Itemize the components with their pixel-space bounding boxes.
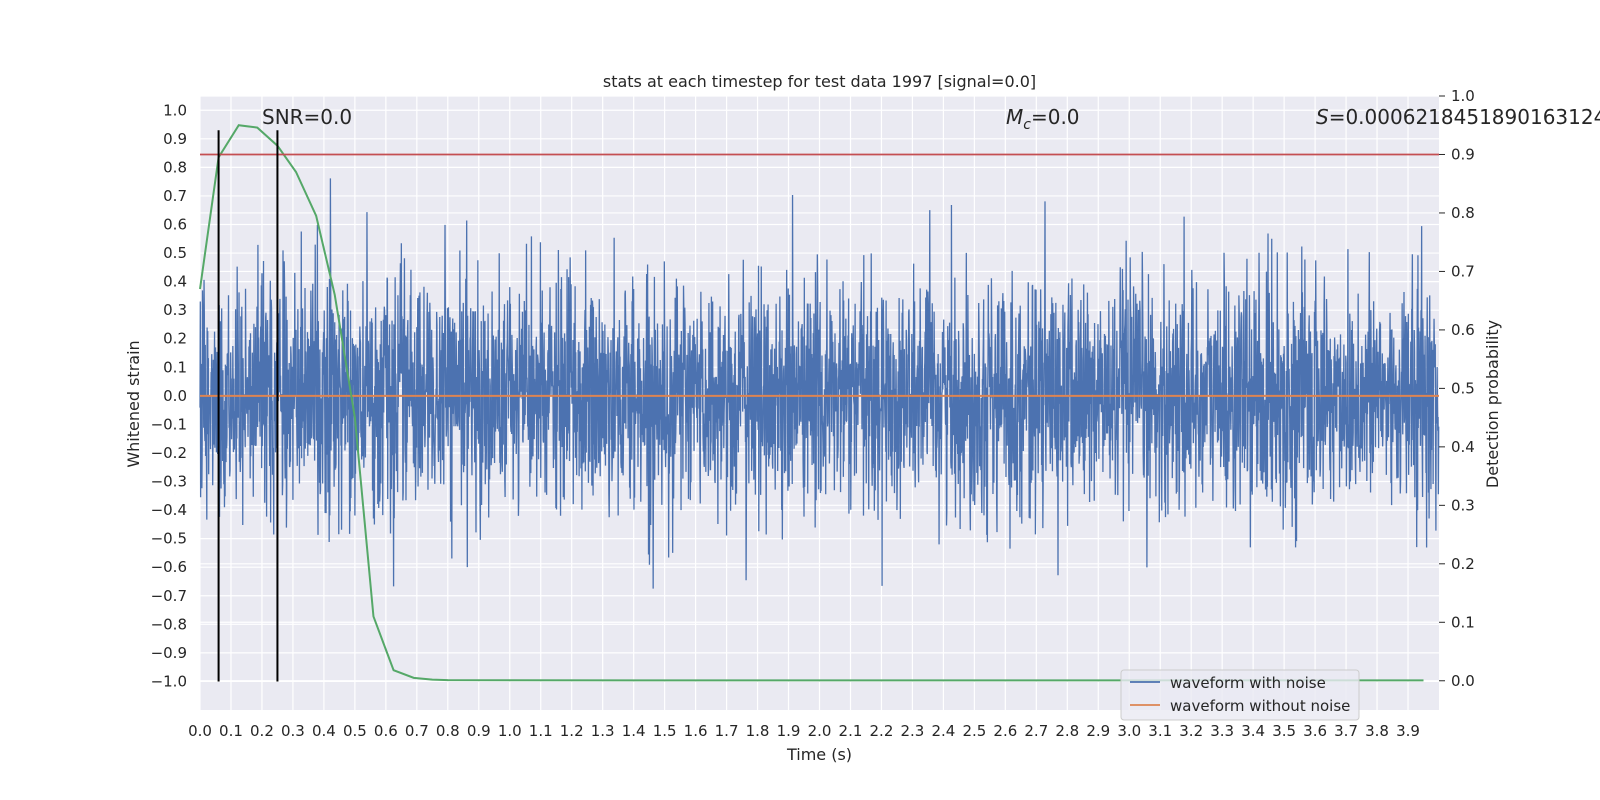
x-tick-label: 1.9 [777,722,801,740]
y-right-axis-label: Detection probability [1483,320,1502,488]
x-tick-label: 0.6 [374,722,398,740]
x-tick-label: 3.0 [1117,722,1141,740]
x-tick-label: 2.5 [962,722,986,740]
noisy-waveform-line [199,178,1440,589]
y-right-tick-label: 0.9 [1451,145,1475,163]
x-tick-label: 3.5 [1272,722,1296,740]
x-tick-label: 0.0 [188,722,212,740]
x-tick-label: 1.8 [746,722,770,740]
mc-subscript: c [1023,117,1031,133]
vertical-markers [217,130,279,682]
y-right-tick-label: 0.7 [1451,262,1475,280]
x-tick-label: 1.2 [560,722,584,740]
s-value: =0.0006218451890163124 [1329,105,1600,129]
y-left-tick-label: −1.0 [151,672,187,690]
x-tick-label: 3.6 [1303,722,1327,740]
x-tick-label: 2.9 [1086,722,1110,740]
legend-label-clean: waveform without noise [1170,697,1350,715]
x-tick-label: 1.5 [653,722,677,740]
y-left-tick-label: 0.3 [163,301,187,319]
y-left-tick-label: 0.0 [163,387,187,405]
y-right-tick-label: 0.8 [1451,204,1475,222]
y-left-tick-label: −0.4 [151,501,187,519]
x-tick-label: 2.8 [1055,722,1079,740]
x-tick-label: 0.2 [250,722,274,740]
y-right-axis-ticks: 0.0 0.1 0.2 0.3 0.4 0.5 0.6 0.7 0.8 0.9 1.0 [1439,87,1475,690]
y-left-tick-label: 1.0 [163,101,187,119]
chart-title: stats at each timestep for test data 199… [603,72,1036,91]
x-axis-label: Time (s) [786,745,852,764]
x-tick-label: 1.6 [684,722,708,740]
x-tick-label: 0.4 [312,722,336,740]
series-detection-probability [199,124,1424,682]
x-tick-label: 1.4 [622,722,646,740]
snr-annotation: SNR=0.0 [262,105,352,129]
y-left-tick-label: 0.5 [163,244,187,262]
x-tick-label: 0.1 [219,722,243,740]
y-left-tick-label: 0.2 [163,330,187,348]
x-tick-label: 1.7 [715,722,739,740]
y-left-tick-label: 0.9 [163,130,187,148]
y-left-tick-label: −0.3 [151,473,187,491]
x-tick-label: 3.8 [1365,722,1389,740]
y-left-tick-label: −0.8 [151,615,187,633]
x-axis-ticks: 0.0 0.1 0.2 0.3 0.4 0.5 0.6 0.7 0.8 0.9 1.0 1.1 1.2 1… [188,722,1420,740]
mc-value: =0.0 [1031,105,1080,129]
x-tick-label: 3.2 [1179,722,1203,740]
y-right-tick-label: 0.5 [1451,379,1475,397]
y-right-tick-label: 0.4 [1451,438,1475,456]
x-tick-label: 2.1 [839,722,863,740]
x-tick-label: 3.9 [1396,722,1420,740]
x-tick-label: 0.8 [436,722,460,740]
mc-symbol: M [1006,105,1023,129]
y-right-tick-label: 0.3 [1451,496,1475,514]
y-left-tick-label: −0.7 [151,587,187,605]
y-left-axis-label: Whitened strain [124,340,143,467]
x-tick-label: 2.2 [870,722,894,740]
y-left-tick-label: −0.6 [151,558,187,576]
s-symbol: S [1316,105,1329,129]
probability-line [199,124,1424,682]
x-tick-label: 0.9 [467,722,491,740]
x-tick-label: 2.4 [931,722,955,740]
x-tick-label: 2.0 [808,722,832,740]
x-tick-label: 2.7 [1024,722,1048,740]
y-right-tick-label: 1.0 [1451,87,1475,105]
legend-box [1120,669,1360,721]
y-left-tick-label: −0.9 [151,644,187,662]
y-left-tick-label: −0.5 [151,530,187,548]
y-left-tick-label: −0.2 [151,444,187,462]
legend: waveform with noise waveform without noi… [1120,669,1360,721]
legend-label-noisy: waveform with noise [1170,674,1326,692]
y-left-tick-label: 0.6 [163,216,187,234]
x-tick-label: 3.3 [1210,722,1234,740]
y-left-tick-label: 0.1 [163,358,187,376]
x-tick-label: 1.1 [529,722,553,740]
y-left-axis-ticks: 1.0 0.9 0.8 0.7 0.6 0.5 0.4 0.3 0.2 0.1 0.0 −0.1 −0.… [151,101,187,690]
x-tick-label: 0.3 [281,722,305,740]
mc-annotation: Mc=0.0 [1006,105,1080,133]
x-tick-label: 2.6 [993,722,1017,740]
x-tick-label: 3.7 [1334,722,1358,740]
y-right-tick-label: 0.2 [1451,555,1475,573]
x-tick-label: 3.1 [1148,722,1172,740]
y-left-tick-label: 0.7 [163,187,187,205]
y-left-tick-label: 0.4 [163,273,187,291]
y-right-tick-label: 0.0 [1451,672,1475,690]
y-left-tick-label: 0.8 [163,158,187,176]
y-right-tick-label: 0.6 [1451,321,1475,339]
x-tick-label: 1.0 [498,722,522,740]
x-tick-label: 2.3 [900,722,924,740]
x-tick-label: 0.7 [405,722,429,740]
series-waveform-with-noise [199,178,1440,589]
x-tick-label: 3.4 [1241,722,1265,740]
y-left-tick-label: −0.1 [151,415,187,433]
x-tick-label: 1.3 [591,722,615,740]
s-annotation: S=0.0006218451890163124 [1316,105,1600,129]
y-right-tick-label: 0.1 [1451,613,1475,631]
x-tick-label: 0.5 [343,722,367,740]
